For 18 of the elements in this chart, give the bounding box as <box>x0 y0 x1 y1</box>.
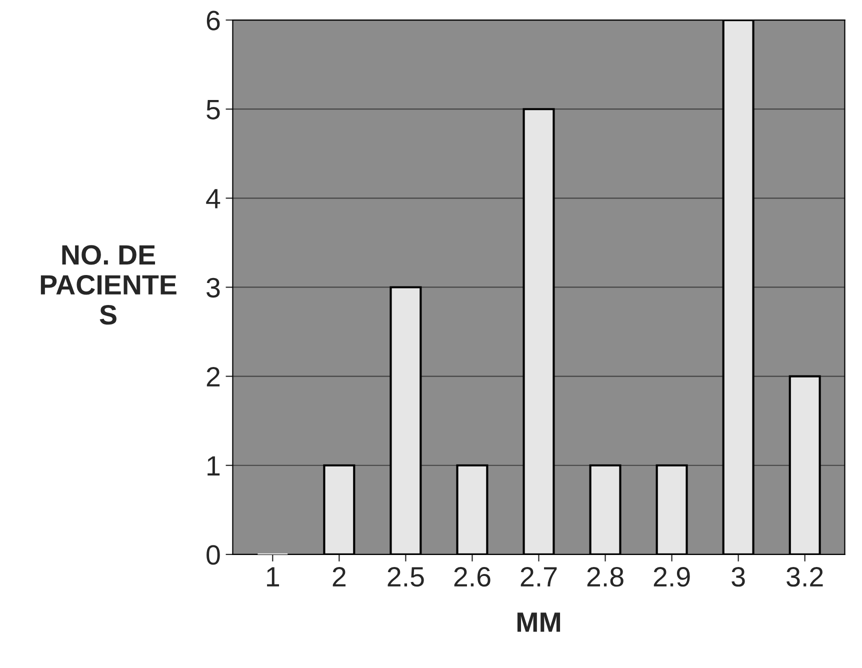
x-tick-label: 2.9 <box>654 566 690 587</box>
y-tick-label: 0 <box>206 545 220 565</box>
x-axis-title: MM <box>517 612 560 632</box>
x-tick-label: 2 <box>332 566 346 586</box>
y-tick-label: 6 <box>206 10 220 30</box>
x-tick-label: 2.6 <box>454 566 490 587</box>
x-tick-label: 3 <box>732 566 745 587</box>
x-tick-label: 3.2 <box>786 566 823 587</box>
y-tick-label: 3 <box>206 278 220 298</box>
y-tick-label: 1 <box>208 456 220 476</box>
x-tick-label: 2.5 <box>388 566 424 587</box>
x-tick-label: 2.7 <box>520 566 557 586</box>
y-axis-title: NO. DE PACIENTE S <box>40 245 176 325</box>
y-tick-label: 5 <box>206 100 220 120</box>
x-tick-label: 1 <box>267 567 280 586</box>
y-tick-label: 2 <box>206 366 220 386</box>
x-tick-label: 2.8 <box>587 566 624 587</box>
y-tick-label: 4 <box>206 189 220 208</box>
